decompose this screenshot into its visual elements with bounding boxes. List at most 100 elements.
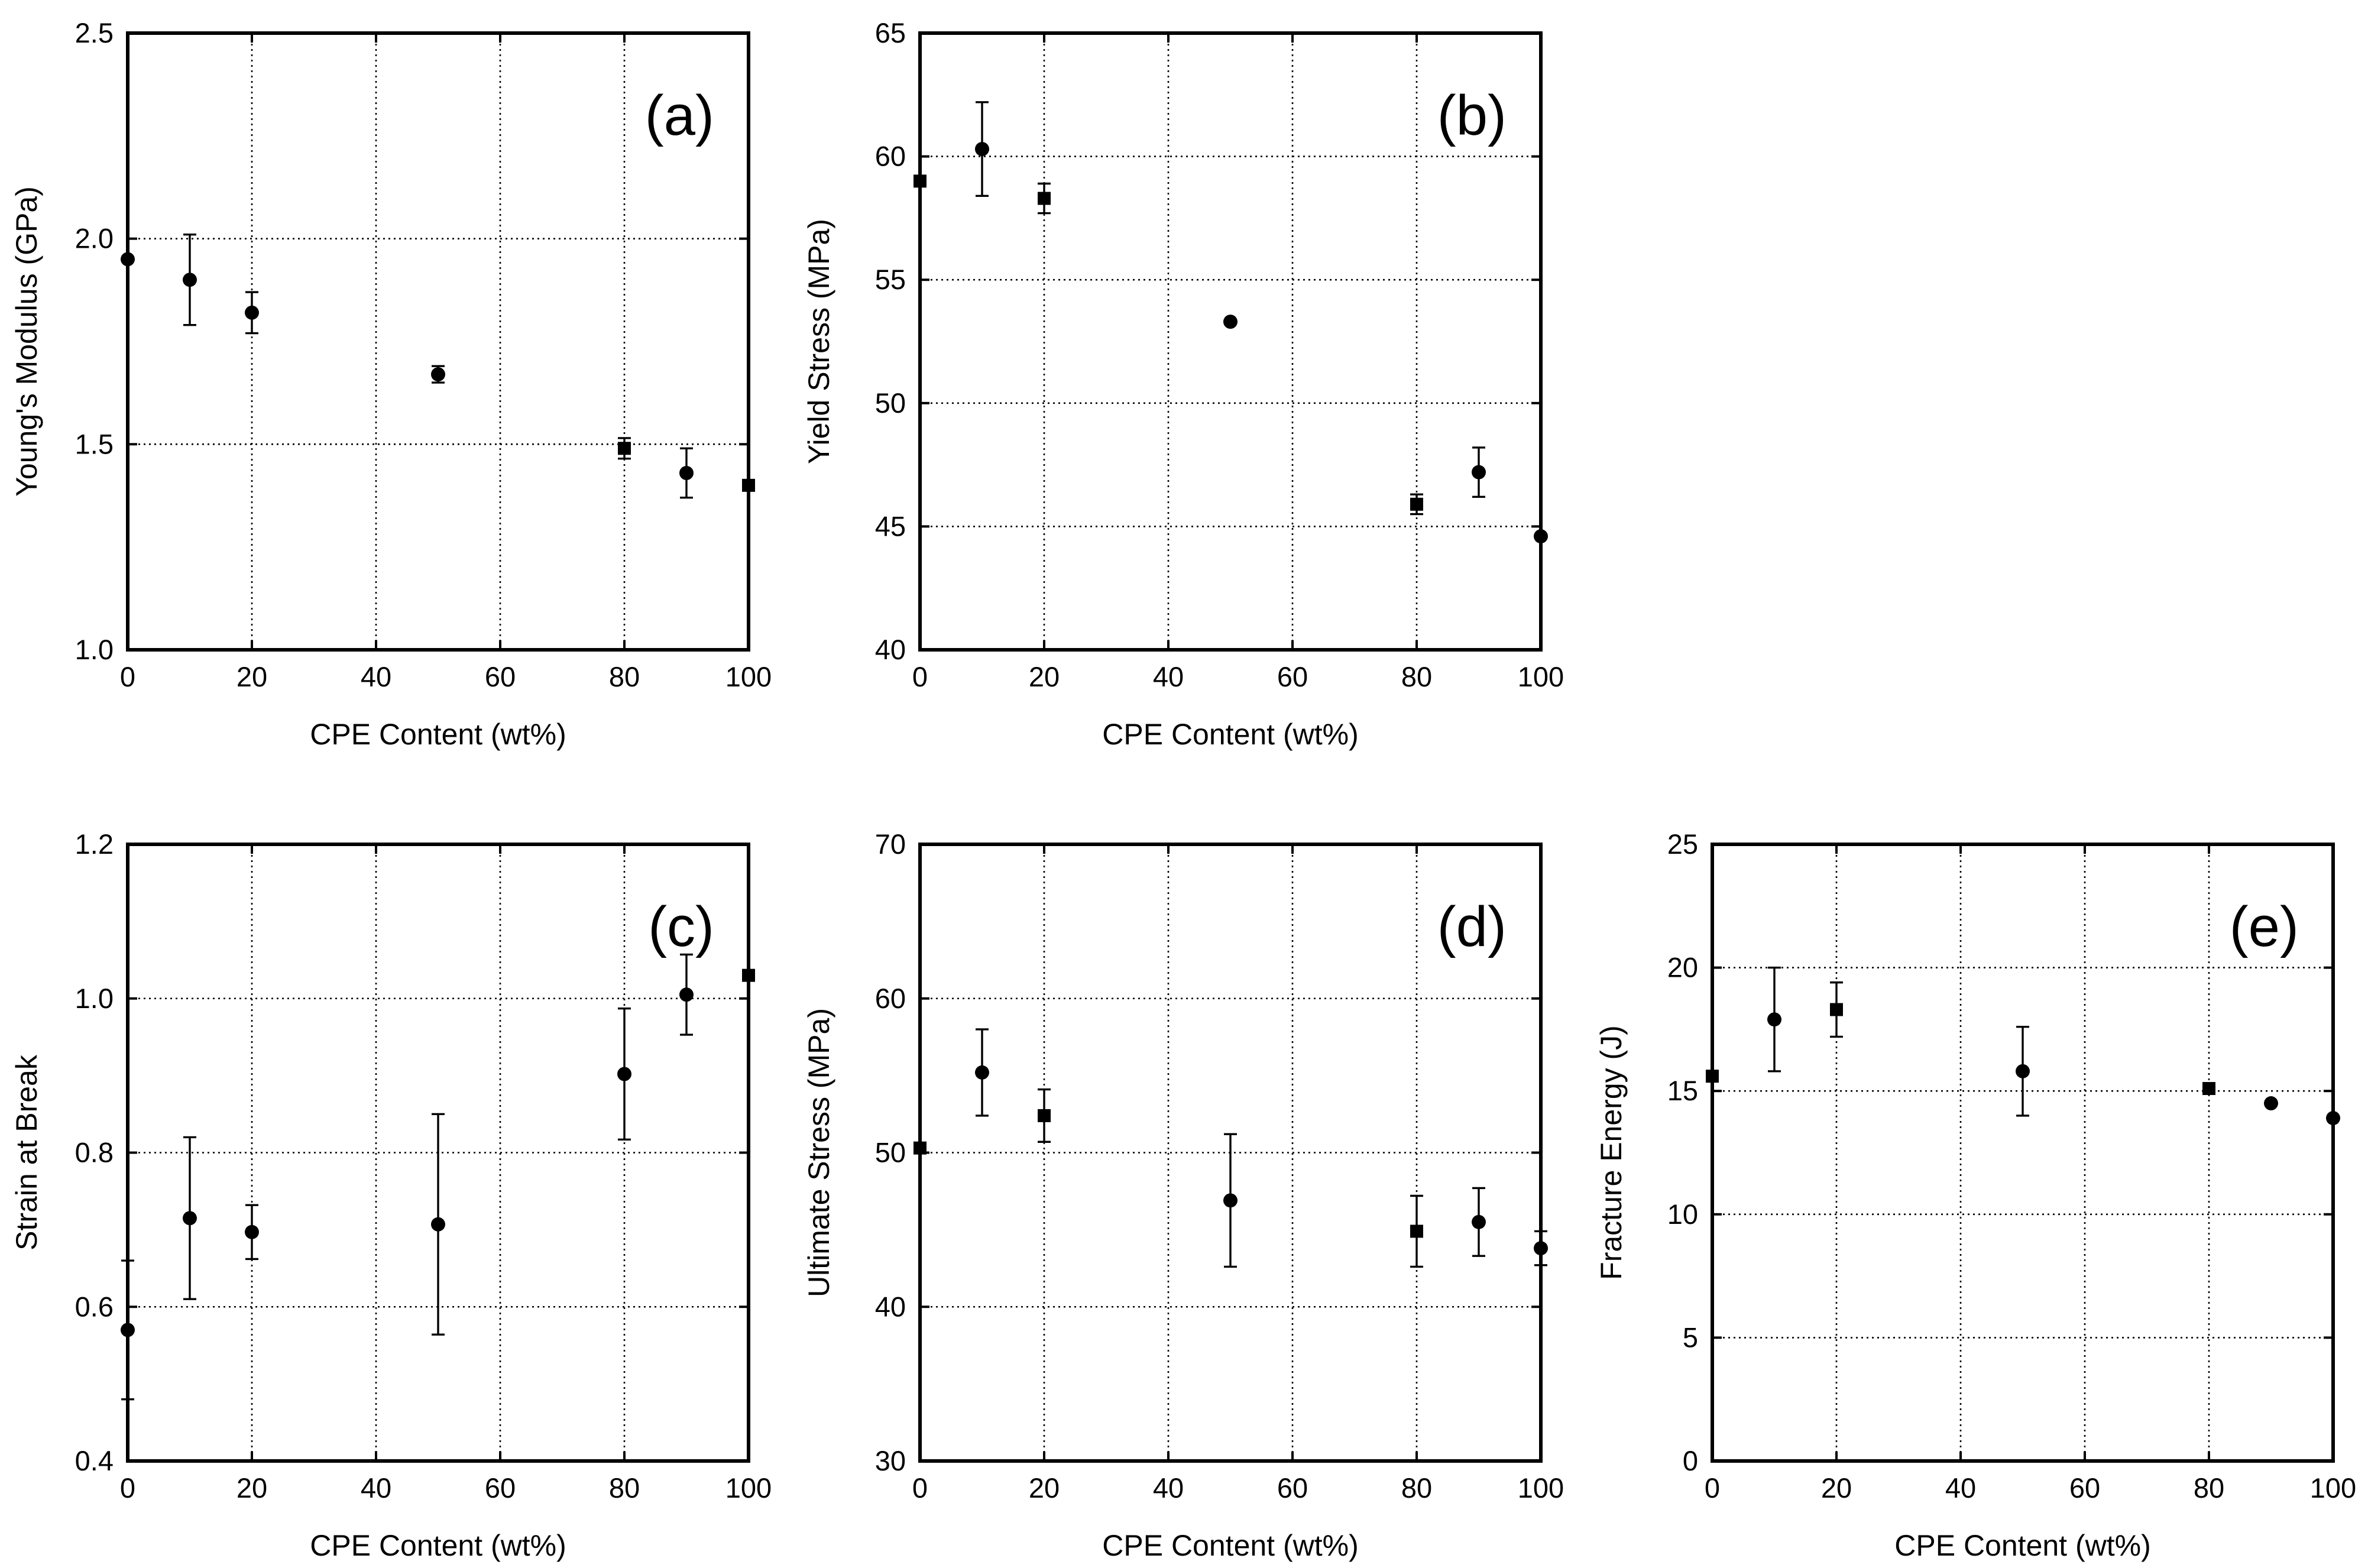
y-tick-label: 25 bbox=[1667, 828, 1698, 860]
x-axis-title: CPE Content (wt%) bbox=[310, 1529, 566, 1562]
data-point bbox=[183, 273, 197, 287]
x-tick-label: 40 bbox=[1153, 1472, 1184, 1504]
data-point bbox=[245, 305, 259, 320]
x-tick-label: 80 bbox=[1401, 1472, 1432, 1504]
panel-a: 0 20 40 60 80 100 1.0 1.5 2.0 2.5 CPE Content (wt%… bbox=[10, 17, 772, 751]
x-tick-label: 40 bbox=[361, 1472, 391, 1504]
panel-d: 0 20 40 60 80 100 30 40 50 60 70 CPE Content (wt%) U… bbox=[802, 828, 1564, 1562]
data-point bbox=[975, 142, 989, 157]
data-point bbox=[1706, 1070, 1719, 1083]
x-tick-label: 80 bbox=[1401, 661, 1432, 692]
y-tick-label: 65 bbox=[875, 17, 906, 48]
y-tick-label: 1.5 bbox=[75, 428, 114, 459]
panel-label: (b) bbox=[1437, 84, 1507, 147]
data-point bbox=[1223, 1193, 1238, 1208]
y-tick-label: 0.6 bbox=[75, 1291, 114, 1322]
data-point bbox=[913, 174, 927, 188]
data-point bbox=[2264, 1096, 2278, 1111]
x-tick-label: 0 bbox=[912, 1472, 928, 1504]
y-tick-label: 20 bbox=[1667, 952, 1698, 983]
data-point bbox=[183, 1211, 197, 1226]
plot-frame bbox=[918, 31, 1543, 652]
y-axis-title: Strain at Break bbox=[10, 1054, 43, 1250]
panel-b: 0 20 40 60 80 100 40 45 50 55 60 65 CPE Content (wt%… bbox=[802, 17, 1564, 751]
data-point bbox=[742, 968, 755, 982]
x-tick-label: 0 bbox=[120, 661, 135, 692]
data-point bbox=[431, 1217, 445, 1232]
x-tick-label: 20 bbox=[237, 661, 267, 692]
y-tick-label: 2.0 bbox=[75, 223, 114, 254]
data-point bbox=[121, 252, 135, 267]
data-point bbox=[1472, 1214, 1486, 1229]
y-tick-label: 60 bbox=[875, 141, 906, 172]
x-tick-label: 100 bbox=[725, 1472, 772, 1504]
x-tick-label: 60 bbox=[1277, 661, 1308, 692]
panel-e: 0 20 40 60 80 100 0 5 10 15 20 25 CPE Content (wt%) F… bbox=[1595, 828, 2356, 1562]
x-tick-label: 100 bbox=[2310, 1472, 2356, 1504]
y-tick-label: 5 bbox=[1683, 1321, 1698, 1353]
data-point bbox=[1410, 497, 1423, 511]
x-tick-label: 20 bbox=[237, 1472, 267, 1504]
x-tick-label: 0 bbox=[120, 1472, 135, 1504]
panel-label: (e) bbox=[2230, 895, 2299, 958]
data-point bbox=[1410, 1224, 1423, 1238]
plot-frame bbox=[126, 843, 750, 1463]
data-point bbox=[679, 466, 694, 481]
data-point bbox=[121, 1323, 135, 1337]
data-point bbox=[679, 987, 694, 1002]
y-tick-label: 1.2 bbox=[75, 828, 114, 860]
y-tick-label: 30 bbox=[875, 1445, 906, 1476]
x-tick-label: 20 bbox=[1821, 1472, 1852, 1504]
y-axis-title: Young's Modulus (GPa) bbox=[10, 186, 43, 497]
x-tick-label: 0 bbox=[1705, 1472, 1720, 1504]
data-point bbox=[2016, 1064, 2030, 1078]
x-tick-label: 80 bbox=[2194, 1472, 2224, 1504]
panel-label: (c) bbox=[648, 895, 714, 958]
x-tick-label: 80 bbox=[609, 1472, 640, 1504]
data-point bbox=[1830, 1003, 1843, 1016]
x-tick-label: 60 bbox=[485, 661, 516, 692]
y-tick-label: 1.0 bbox=[75, 983, 114, 1014]
panel-label: (d) bbox=[1437, 895, 1507, 958]
data-point bbox=[617, 1067, 631, 1081]
data-point bbox=[2326, 1111, 2340, 1126]
y-tick-label: 40 bbox=[875, 1291, 906, 1322]
data-point bbox=[742, 478, 755, 492]
data-point bbox=[618, 442, 631, 455]
y-tick-label: 55 bbox=[875, 264, 906, 295]
x-tick-label: 100 bbox=[1518, 1472, 1564, 1504]
x-tick-label: 40 bbox=[1945, 1472, 1976, 1504]
data-point bbox=[1038, 192, 1051, 205]
x-tick-label: 80 bbox=[609, 661, 640, 692]
plot-frame bbox=[126, 31, 750, 652]
y-tick-label: 40 bbox=[875, 634, 906, 665]
y-axis-title: Fracture Energy (J) bbox=[1595, 1025, 1628, 1280]
data-point bbox=[1534, 529, 1548, 544]
y-tick-label: 10 bbox=[1667, 1198, 1698, 1230]
y-tick-label: 45 bbox=[875, 510, 906, 542]
data-point bbox=[431, 367, 445, 382]
x-axis-title: CPE Content (wt%) bbox=[1102, 718, 1358, 751]
data-point bbox=[975, 1065, 989, 1080]
data-point bbox=[1534, 1241, 1548, 1256]
data-point bbox=[1472, 465, 1486, 480]
x-tick-label: 20 bbox=[1029, 661, 1060, 692]
y-tick-label: 1.0 bbox=[75, 634, 114, 665]
y-axis-title: Yield Stress (MPa) bbox=[802, 219, 835, 464]
panel-c: 0 20 40 60 80 100 0.4 0.6 0.8 1.0 1.2 CPE Content (… bbox=[10, 828, 772, 1562]
x-tick-label: 100 bbox=[1518, 661, 1564, 692]
x-tick-label: 40 bbox=[1153, 661, 1184, 692]
y-tick-label: 70 bbox=[875, 828, 906, 860]
data-point bbox=[1767, 1012, 1781, 1027]
plot-frame bbox=[1711, 843, 2335, 1463]
data-point bbox=[1223, 315, 1238, 329]
y-tick-label: 0.8 bbox=[75, 1137, 114, 1168]
data-point bbox=[1038, 1109, 1051, 1122]
y-tick-label: 15 bbox=[1667, 1075, 1698, 1106]
data-point bbox=[2202, 1082, 2215, 1096]
data-point bbox=[245, 1224, 259, 1239]
y-tick-label: 0.4 bbox=[75, 1445, 114, 1476]
x-axis-title: CPE Content (wt%) bbox=[1102, 1529, 1358, 1562]
x-tick-label: 20 bbox=[1029, 1472, 1060, 1504]
